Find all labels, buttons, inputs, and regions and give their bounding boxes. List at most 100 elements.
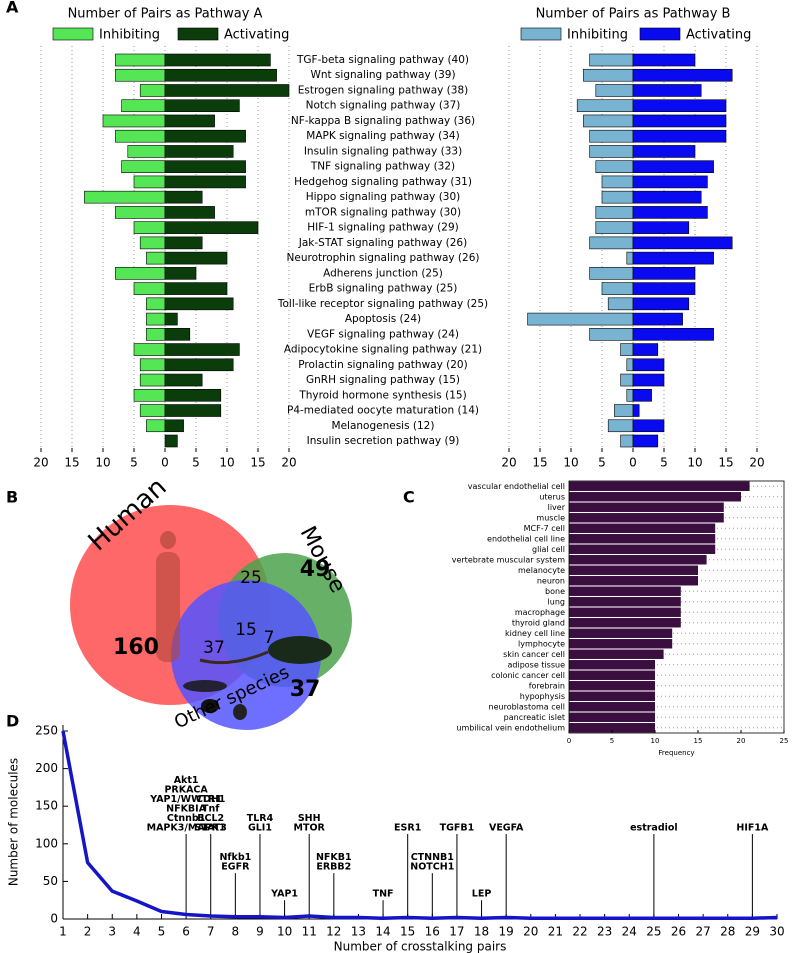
bar (146, 328, 166, 341)
x-tick-label: 25 (780, 737, 789, 745)
region-count: 37 (290, 677, 321, 702)
x-tick-label: 30 (769, 925, 784, 939)
bar (632, 221, 690, 234)
bar (164, 236, 203, 250)
bar (632, 114, 727, 128)
annotation-label: Tnf (202, 804, 220, 815)
bar (632, 236, 733, 250)
bar (607, 419, 634, 433)
x-tick-label: 26 (671, 925, 686, 939)
category-label: pancreatic islet (504, 713, 565, 722)
x-axis-label: Number of crosstalking pairs (334, 940, 507, 953)
bar (632, 160, 714, 173)
bar (569, 597, 681, 607)
x-tick-label: 20 (749, 456, 764, 470)
bar (632, 358, 665, 372)
bar (164, 84, 290, 97)
x-tick-label: 20 (33, 456, 48, 470)
x-tick-label: 4 (133, 925, 141, 939)
bar (164, 190, 203, 204)
x-tick-label: 13 (351, 925, 366, 939)
fish-figure (183, 680, 227, 692)
human-figure (160, 531, 176, 549)
bar (576, 99, 634, 113)
x-tick-label: 16 (425, 925, 440, 939)
x-tick-label: 23 (597, 925, 612, 939)
bar (164, 404, 222, 417)
category-label: Insulin signaling pathway (33) (304, 145, 462, 157)
annotation-label: TLR4 (247, 813, 274, 824)
x-tick-label: 27 (695, 925, 710, 939)
chicken-figure (233, 704, 247, 720)
category-label: VEGF signaling pathway (24) (307, 328, 459, 340)
x-tick-label: 11 (302, 925, 317, 939)
bar (569, 565, 698, 575)
x-tick-label: 6 (182, 925, 190, 939)
category-label: Adipocytokine signaling pathway (21) (284, 344, 482, 356)
bar (569, 576, 698, 586)
x-tick-label: 25 (646, 925, 661, 939)
category-label: muscle (536, 513, 565, 522)
category-label: liver (548, 503, 566, 512)
bar (632, 175, 708, 189)
annotation-label: PRKACA (164, 785, 208, 796)
annotation-label: TGFB1 (440, 823, 475, 834)
x-tick-label: 21 (548, 925, 563, 939)
y-axis-label: Number of molecules (7, 758, 21, 886)
bar (632, 129, 727, 143)
bar (569, 681, 655, 691)
annotation-label: YAP1 (270, 889, 298, 900)
category-label: P4-mediated oocyte maturation (14) (287, 405, 479, 417)
category-label: Jak-STAT signaling pathway (26) (298, 237, 467, 249)
bar (614, 404, 634, 417)
bar (569, 639, 673, 649)
bar (632, 373, 665, 387)
y-tick-label: 50 (43, 874, 58, 888)
bar (164, 206, 215, 219)
bar (620, 343, 634, 356)
region-count: 25 (240, 568, 262, 588)
annotation-label: VEGFA (489, 823, 524, 834)
bar (164, 373, 203, 387)
category-label: Insulin secretion pathway (9) (307, 435, 460, 447)
x-tick-label: 24 (622, 925, 637, 939)
x-tick-label: 15 (694, 737, 703, 745)
annotation-label: MAPK3/MAPK1 (147, 823, 226, 834)
panel-letter: D (6, 712, 19, 731)
x-tick-label: 10 (563, 456, 578, 470)
x-tick-label: 8 (232, 925, 240, 939)
x-tick-label: 7 (207, 925, 215, 939)
bar (620, 373, 634, 387)
x-tick-label: 3 (108, 925, 116, 939)
bar (164, 358, 234, 372)
region-count: 160 (113, 635, 159, 660)
bar (632, 388, 652, 402)
data-line (61, 730, 778, 920)
bar (84, 190, 166, 204)
bar (626, 358, 634, 372)
legend-swatch (520, 27, 562, 41)
category-label: Thyroid hormone synthesis (15) (298, 389, 466, 401)
category-label: colonic cancer cell (491, 671, 565, 680)
category-label: Neurotrophin signaling pathway (26) (287, 252, 480, 264)
bar (164, 312, 178, 326)
x-tick-label: 20 (523, 925, 538, 939)
bar (164, 114, 215, 128)
bar (164, 297, 234, 311)
plot-frame (568, 480, 785, 734)
human-figure (156, 552, 180, 662)
bar (632, 267, 696, 280)
region-count: 49 (300, 557, 331, 582)
bar (139, 84, 166, 97)
x-tick-label: 1 (59, 925, 67, 939)
bar (569, 712, 655, 722)
chart-title: Number of Pairs as Pathway A (68, 7, 263, 22)
bar (146, 419, 166, 433)
legend-label: Activating (686, 28, 751, 43)
bar (164, 388, 222, 402)
category-label: neuroblastoma cell (489, 702, 565, 711)
bar (164, 99, 240, 113)
bar (601, 282, 634, 295)
category-label: Notch signaling pathway (37) (306, 100, 461, 112)
x-tick-label: 19 (499, 925, 514, 939)
